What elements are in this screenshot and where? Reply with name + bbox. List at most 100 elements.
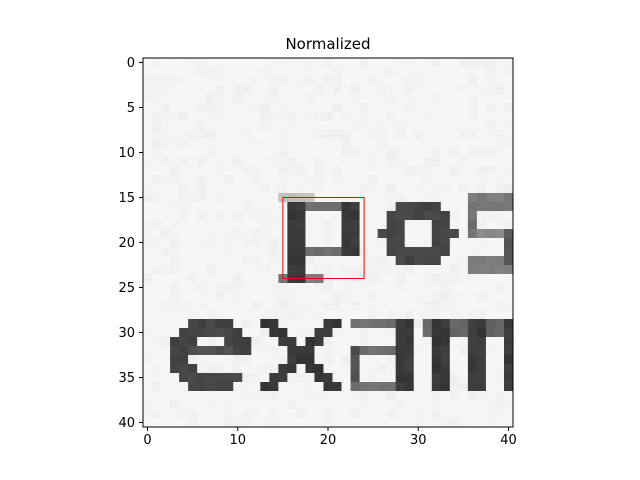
- heatmap-cell: [206, 148, 216, 158]
- heatmap-cell: [494, 328, 505, 338]
- heatmap-cell: [395, 148, 406, 158]
- heatmap-cell: [458, 229, 469, 239]
- heatmap-cell: [206, 247, 216, 257]
- heatmap-cell: [314, 292, 325, 302]
- heatmap-cell: [215, 328, 225, 338]
- heatmap-cell: [494, 337, 505, 347]
- heatmap-cell: [341, 58, 352, 68]
- heatmap-cell: [395, 193, 406, 203]
- heatmap-cell: [224, 382, 234, 392]
- heatmap-cell: [440, 409, 451, 419]
- heatmap-cell: [215, 193, 225, 203]
- heatmap-cell: [170, 76, 180, 86]
- heatmap-cell: [314, 373, 325, 383]
- heatmap-cell: [359, 184, 370, 194]
- heatmap-cell: [485, 238, 496, 248]
- heatmap-cell: [188, 382, 198, 392]
- heatmap-cell: [260, 256, 270, 266]
- heatmap-cell: [485, 67, 496, 77]
- heatmap-cell: [350, 175, 361, 185]
- heatmap-cell: [215, 67, 225, 77]
- heatmap-cell: [314, 112, 325, 122]
- heatmap-cell: [458, 364, 469, 374]
- heatmap-cell: [179, 58, 189, 68]
- heatmap-cell: [341, 283, 352, 293]
- heatmap-cell: [296, 265, 307, 275]
- heatmap-cell: [440, 184, 451, 194]
- heatmap-cell: [350, 148, 361, 158]
- heatmap-cell: [188, 166, 198, 176]
- heatmap-cell: [260, 220, 270, 230]
- heatmap-cell: [404, 409, 415, 419]
- heatmap-cell: [224, 220, 234, 230]
- heatmap-cell: [305, 121, 316, 131]
- heatmap-cell: [296, 112, 307, 122]
- heatmap-cell: [431, 355, 442, 365]
- heatmap-cell: [179, 184, 189, 194]
- heatmap-cell: [377, 103, 388, 113]
- heatmap-cell: [314, 58, 325, 68]
- heatmap-cell: [251, 76, 261, 86]
- heatmap-cell: [269, 202, 279, 212]
- heatmap-cell: [233, 346, 243, 356]
- heatmap-cell: [323, 94, 334, 104]
- heatmap-cell: [224, 238, 234, 248]
- heatmap-cell: [287, 148, 298, 158]
- heatmap-cell: [431, 256, 442, 266]
- heatmap-cell: [476, 391, 487, 401]
- heatmap-cell: [377, 364, 388, 374]
- heatmap-cell: [332, 67, 343, 77]
- heatmap-cell: [476, 94, 487, 104]
- heatmap-cell: [314, 382, 325, 392]
- heatmap-cell: [413, 139, 424, 149]
- heatmap-cell: [449, 265, 460, 275]
- heatmap-cell: [494, 184, 505, 194]
- heatmap-cell: [233, 247, 243, 257]
- heatmap-cell: [269, 67, 279, 77]
- heatmap-cell: [197, 58, 207, 68]
- heatmap-cell: [350, 67, 361, 77]
- heatmap-cell: [251, 346, 261, 356]
- heatmap-cell: [323, 301, 334, 311]
- heatmap-cell: [296, 256, 307, 266]
- heatmap-cell: [431, 112, 442, 122]
- heatmap-cell: [422, 319, 433, 329]
- heatmap-cell: [476, 409, 487, 419]
- heatmap-cell: [269, 184, 279, 194]
- heatmap-cell: [449, 175, 460, 185]
- heatmap-cell: [350, 238, 361, 248]
- heatmap-cell: [233, 175, 243, 185]
- heatmap-cell: [431, 310, 442, 320]
- heatmap-cell: [251, 292, 261, 302]
- heatmap-cell: [323, 337, 334, 347]
- heatmap-cell: [467, 274, 478, 284]
- heatmap-cell: [179, 121, 189, 131]
- heatmap-cell: [152, 247, 162, 257]
- heatmap-cell: [494, 94, 505, 104]
- heatmap-cell: [197, 76, 207, 86]
- heatmap-cell: [332, 310, 343, 320]
- heatmap-cell: [269, 247, 279, 257]
- heatmap-cell: [485, 139, 496, 149]
- heatmap-cell: [341, 400, 352, 410]
- heatmap-cell: [242, 67, 252, 77]
- heatmap-cell: [287, 175, 298, 185]
- heatmap-cell: [323, 328, 334, 338]
- heatmap-cell: [179, 283, 189, 293]
- heatmap-cell: [269, 193, 279, 203]
- heatmap-cell: [242, 382, 252, 392]
- heatmap-cell: [206, 373, 216, 383]
- heatmap-cell: [179, 193, 189, 203]
- heatmap-cell: [260, 202, 270, 212]
- heatmap-cell: [377, 148, 388, 158]
- heatmap-cell: [458, 220, 469, 230]
- heatmap-cell: [215, 346, 225, 356]
- heatmap-cell: [314, 121, 325, 131]
- heatmap-cell: [368, 274, 379, 284]
- heatmap-cell: [332, 337, 343, 347]
- heatmap-cell: [395, 283, 406, 293]
- heatmap-cell: [422, 211, 433, 221]
- heatmap-cell: [206, 211, 216, 221]
- heatmap-cell: [296, 58, 307, 68]
- heatmap-cell: [413, 409, 424, 419]
